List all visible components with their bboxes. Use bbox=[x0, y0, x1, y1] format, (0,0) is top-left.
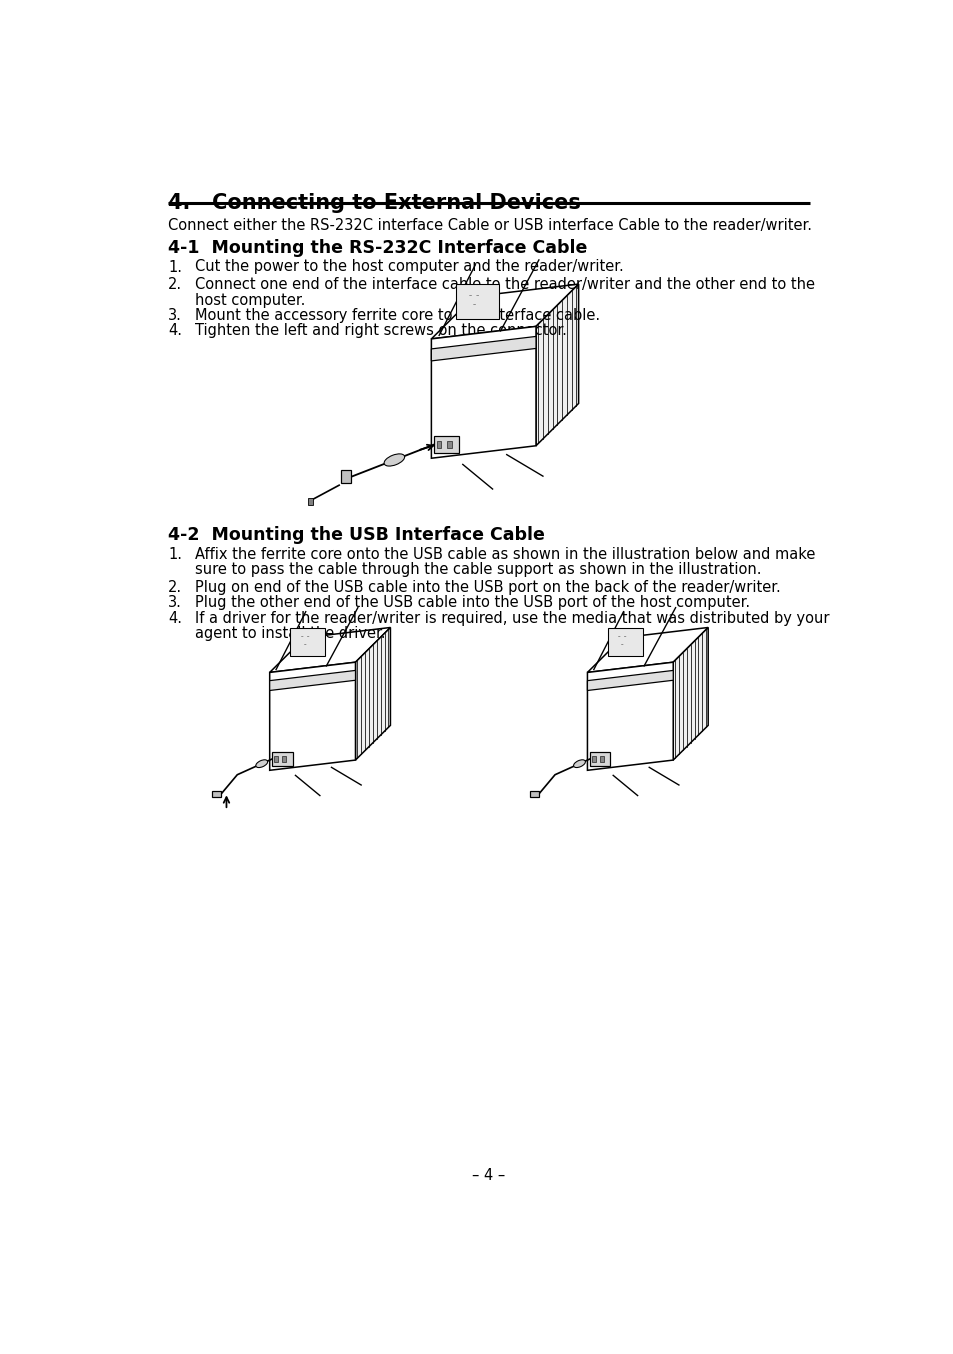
Text: Affix the ferrite core onto the USB cable as shown in the illustration below and: Affix the ferrite core onto the USB cabl… bbox=[195, 547, 815, 562]
Text: 4.: 4. bbox=[168, 611, 182, 626]
Ellipse shape bbox=[384, 454, 404, 466]
Text: 3.: 3. bbox=[168, 596, 182, 611]
Text: 4.: 4. bbox=[168, 324, 182, 338]
Text: Connect one end of the interface cable to the reader/writer and the other end to: Connect one end of the interface cable t… bbox=[195, 278, 815, 292]
Text: Plug the other end of the USB cable into the USB port of the host computer.: Plug the other end of the USB cable into… bbox=[195, 596, 750, 611]
Polygon shape bbox=[536, 284, 578, 445]
Text: –  –: – – bbox=[618, 635, 626, 639]
FancyBboxPatch shape bbox=[589, 751, 610, 766]
FancyBboxPatch shape bbox=[272, 751, 293, 766]
Bar bbox=[436, 440, 441, 448]
Polygon shape bbox=[587, 627, 707, 673]
Polygon shape bbox=[308, 498, 313, 505]
Ellipse shape bbox=[573, 760, 585, 768]
Polygon shape bbox=[270, 662, 355, 770]
Polygon shape bbox=[431, 326, 536, 458]
Polygon shape bbox=[213, 791, 221, 796]
Text: 4-2  Mounting the USB Interface Cable: 4-2 Mounting the USB Interface Cable bbox=[168, 525, 544, 544]
Text: sure to pass the cable through the cable support as shown in the illustration.: sure to pass the cable through the cable… bbox=[195, 562, 760, 577]
Ellipse shape bbox=[255, 760, 268, 768]
Text: 1.: 1. bbox=[168, 260, 182, 275]
Polygon shape bbox=[270, 670, 355, 691]
Bar bbox=[599, 756, 603, 762]
Text: If a driver for the reader/writer is required, use the media that was distribute: If a driver for the reader/writer is req… bbox=[195, 611, 829, 626]
Text: Mount the accessory ferrite core to the interface cable.: Mount the accessory ferrite core to the … bbox=[195, 307, 599, 324]
Polygon shape bbox=[431, 336, 536, 362]
Text: 3.: 3. bbox=[168, 307, 182, 324]
Bar bbox=[591, 756, 595, 762]
Polygon shape bbox=[431, 284, 578, 338]
Polygon shape bbox=[456, 284, 498, 320]
Bar bbox=[446, 440, 451, 448]
Polygon shape bbox=[607, 628, 642, 657]
Text: 4.   Connecting to External Devices: 4. Connecting to External Devices bbox=[168, 192, 580, 213]
Polygon shape bbox=[270, 627, 390, 673]
Polygon shape bbox=[587, 670, 673, 691]
Text: Tighten the left and right screws on the connector.: Tighten the left and right screws on the… bbox=[195, 324, 566, 338]
Polygon shape bbox=[340, 470, 351, 483]
Text: 1.: 1. bbox=[168, 547, 182, 562]
Text: –: – bbox=[620, 642, 623, 647]
Text: –: – bbox=[303, 642, 306, 647]
Text: – 4 –: – 4 – bbox=[472, 1169, 505, 1183]
Text: host computer.: host computer. bbox=[195, 292, 305, 307]
Text: 2.: 2. bbox=[168, 278, 182, 292]
Bar bbox=[274, 756, 277, 762]
Text: –: – bbox=[472, 302, 476, 307]
Bar bbox=[282, 756, 286, 762]
FancyBboxPatch shape bbox=[434, 436, 458, 452]
Polygon shape bbox=[290, 628, 324, 657]
Polygon shape bbox=[587, 662, 673, 770]
Text: Plug on end of the USB cable into the USB port on the back of the reader/writer.: Plug on end of the USB cable into the US… bbox=[195, 580, 781, 594]
Text: –  –: – – bbox=[300, 635, 309, 639]
Text: 2.: 2. bbox=[168, 580, 182, 594]
Text: agent to install the driver.: agent to install the driver. bbox=[195, 626, 385, 640]
Text: 4-1  Mounting the RS-232C Interface Cable: 4-1 Mounting the RS-232C Interface Cable bbox=[168, 238, 587, 257]
Polygon shape bbox=[530, 791, 538, 796]
Text: Cut the power to the host computer and the reader/writer.: Cut the power to the host computer and t… bbox=[195, 260, 623, 275]
Polygon shape bbox=[355, 627, 390, 760]
Text: –  –: – – bbox=[469, 292, 478, 298]
Text: Connect either the RS-232C interface Cable or USB interface Cable to the reader/: Connect either the RS-232C interface Cab… bbox=[168, 218, 811, 233]
Polygon shape bbox=[673, 627, 707, 760]
